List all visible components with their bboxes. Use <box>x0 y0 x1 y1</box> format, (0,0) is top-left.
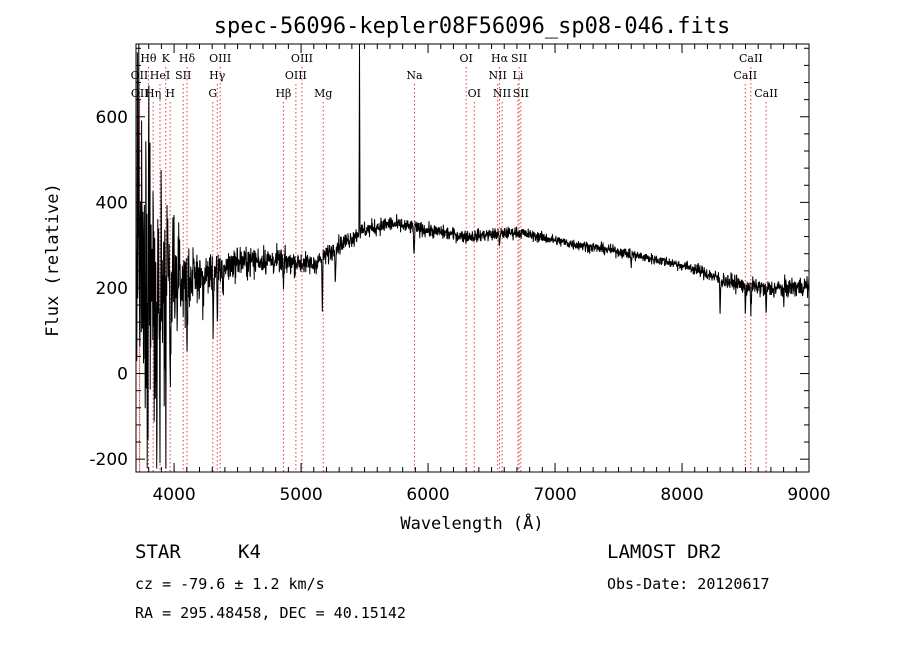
line-marker-label: SII <box>511 52 527 65</box>
survey-name: LAMOST DR2 <box>607 541 722 563</box>
y-tick-label: 200 <box>96 279 128 299</box>
spectrum-line <box>135 43 810 469</box>
x-tick-label: 7000 <box>533 485 576 505</box>
x-tick-label: 5000 <box>279 485 322 505</box>
chart-title: spec-56096-kepler08F56096_sp08-046.fits <box>214 14 731 39</box>
line-marker-label: Hβ <box>275 87 291 100</box>
line-marker-label: Hα <box>491 52 509 65</box>
line-marker-label: H <box>165 87 175 100</box>
y-tick-label: 0 <box>117 365 128 385</box>
line-marker-label: Hγ <box>209 69 226 82</box>
line-marker-label: OIII <box>291 52 313 65</box>
line-marker-label: OII <box>131 87 149 100</box>
x-tick-label: 6000 <box>406 485 449 505</box>
line-marker-label: CaII <box>733 69 757 82</box>
axes-layer: 4000 5000 6000 7000 8000 9000 -200 0 200 400 600 <box>89 43 831 505</box>
x-tick-label: 4000 <box>152 485 195 505</box>
x-tick-label: 8000 <box>660 485 703 505</box>
line-marker-label: OIII <box>209 52 231 65</box>
y-axis-label: Flux (relative) <box>43 183 63 337</box>
line-marker-label: NII <box>488 69 506 82</box>
line-marker-label: Li <box>513 69 524 82</box>
coordinates: RA = 295.48458, DEC = 40.15142 <box>135 604 406 622</box>
observation-date: Obs-Date: 20120617 <box>607 575 770 593</box>
y-tick-label: 400 <box>96 193 128 213</box>
line-marker-label: SII <box>513 87 529 100</box>
y-tick-label: -200 <box>89 450 128 470</box>
line-marker-label: Mg <box>314 87 332 100</box>
x-tick-label: 9000 <box>787 485 830 505</box>
line-marker-label: CaII <box>754 87 778 100</box>
line-marker-label: HeI <box>150 69 170 82</box>
line-marker-label: Hη <box>145 87 161 100</box>
object-type: STAR <box>135 541 181 563</box>
y-tick-label: 600 <box>96 108 128 128</box>
line-marker-label: G <box>208 87 217 100</box>
line-marker-label: Hδ <box>179 52 196 65</box>
plot-frame <box>135 43 810 473</box>
line-marker-label: K <box>162 52 171 65</box>
line-marker-label: SII <box>175 69 191 82</box>
line-marker-label: Na <box>406 69 423 82</box>
redshift-value: cz = -79.6 ± 1.2 km/s <box>135 575 325 593</box>
line-marker-label: CaII <box>739 52 763 65</box>
line-marker-label: OI <box>459 52 472 65</box>
line-marker-label: OIII <box>285 69 307 82</box>
line-marker-label: NII <box>493 87 511 100</box>
line-marker-label: Hθ <box>140 52 157 65</box>
line-marker-label: OII <box>131 69 149 82</box>
x-axis-label: Wavelength (Å) <box>400 512 543 534</box>
spectral-class: K4 <box>238 541 261 563</box>
line-marker-label: OI <box>468 87 481 100</box>
